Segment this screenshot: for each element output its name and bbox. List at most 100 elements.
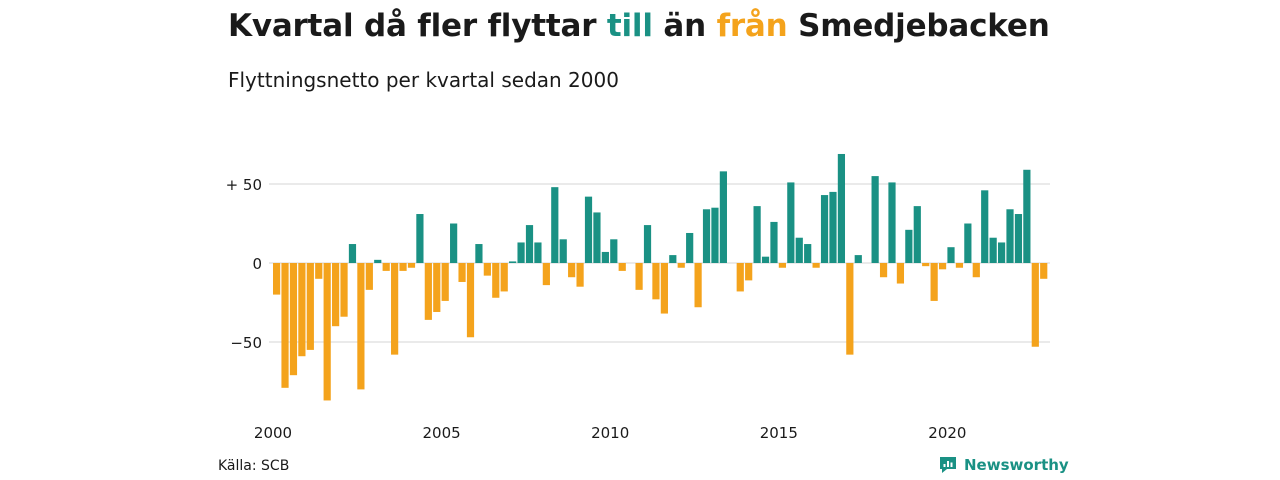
bar (820, 195, 829, 263)
bar-chart: + 50 0 −50 2000 2005 2010 2015 2020 (226, 153, 1050, 442)
bar (1040, 263, 1048, 279)
x-tick-label: 2005 (423, 424, 461, 442)
bar (787, 182, 795, 263)
bar (374, 259, 382, 263)
bar (306, 263, 314, 350)
bar (593, 212, 601, 263)
bar (955, 263, 964, 268)
bar (913, 206, 921, 263)
bar (745, 263, 753, 281)
bar (652, 263, 660, 300)
bar (972, 263, 980, 278)
x-axis: 2000 2005 2010 2015 2020 (254, 424, 967, 442)
bar (888, 182, 896, 263)
chart-subtitle: Flyttningsnetto per kvartal sedan 2000 (228, 68, 619, 92)
bar (719, 171, 727, 263)
bar (981, 190, 989, 263)
bar (964, 223, 972, 263)
bar (711, 207, 719, 263)
bar (896, 263, 905, 284)
bar (1023, 169, 1031, 263)
bar (340, 263, 348, 317)
bar (618, 263, 626, 271)
bar (610, 239, 618, 263)
bar (905, 229, 913, 263)
y-tick-label: −50 (230, 334, 262, 352)
title-negative-word: från (716, 8, 788, 44)
bar (778, 263, 786, 268)
bar (584, 196, 593, 263)
y-tick-label: 0 (252, 255, 262, 273)
bar (989, 237, 997, 263)
bar (433, 263, 441, 312)
y-tick-label: + 50 (226, 176, 262, 194)
bar (281, 263, 289, 388)
bar (424, 263, 432, 320)
bar (1006, 209, 1014, 263)
bar (846, 263, 854, 355)
bar (702, 209, 711, 263)
bar (854, 255, 862, 263)
bar (922, 263, 930, 267)
bar (399, 263, 407, 271)
bar (812, 263, 820, 268)
newsworthy-logo-icon (940, 457, 956, 473)
newsworthy-logo-text: Newsworthy (964, 456, 1069, 474)
bar (289, 263, 298, 376)
bar (500, 263, 508, 292)
bar (677, 263, 685, 268)
bar (542, 263, 550, 286)
chart-title: Kvartal då fler flyttar till än från Sme… (228, 8, 1050, 44)
bar (332, 263, 340, 327)
bar (736, 263, 744, 292)
bar (770, 221, 778, 263)
bar (348, 244, 357, 263)
bar (416, 214, 424, 263)
bar (298, 263, 306, 357)
bar (997, 242, 1006, 263)
bar (458, 263, 466, 282)
bar (753, 206, 761, 263)
bar (829, 191, 837, 263)
y-axis: + 50 0 −50 (226, 176, 262, 352)
bar (761, 256, 770, 263)
bar (534, 242, 542, 263)
bar (525, 225, 534, 263)
bar (660, 263, 668, 314)
bar (635, 263, 643, 290)
bar (357, 263, 365, 390)
bar (365, 263, 373, 290)
bar (804, 244, 812, 263)
bar (483, 263, 491, 276)
bar (450, 223, 458, 263)
bar (795, 237, 803, 263)
bar (576, 263, 584, 287)
bar (871, 176, 879, 263)
bar (475, 244, 483, 263)
bar (1014, 214, 1023, 263)
title-positive-word: till (606, 8, 653, 44)
bar (273, 263, 281, 295)
bar (694, 263, 702, 308)
bar (1031, 263, 1039, 347)
bar (938, 263, 947, 270)
bar (466, 263, 475, 338)
bar (930, 263, 938, 301)
bar (391, 263, 399, 355)
bar (879, 263, 888, 278)
bar (568, 263, 576, 278)
bar (509, 261, 517, 263)
bar (837, 153, 846, 263)
bar (686, 232, 694, 263)
bar (407, 263, 416, 268)
newsworthy-logo: Newsworthy (938, 455, 1069, 475)
bar (551, 187, 559, 263)
bar (643, 225, 652, 263)
bar (601, 251, 609, 263)
x-tick-label: 2000 (254, 424, 292, 442)
x-tick-label: 2020 (928, 424, 966, 442)
x-tick-label: 2010 (591, 424, 629, 442)
bar (382, 263, 390, 271)
bar (669, 255, 677, 263)
bar (559, 239, 567, 263)
